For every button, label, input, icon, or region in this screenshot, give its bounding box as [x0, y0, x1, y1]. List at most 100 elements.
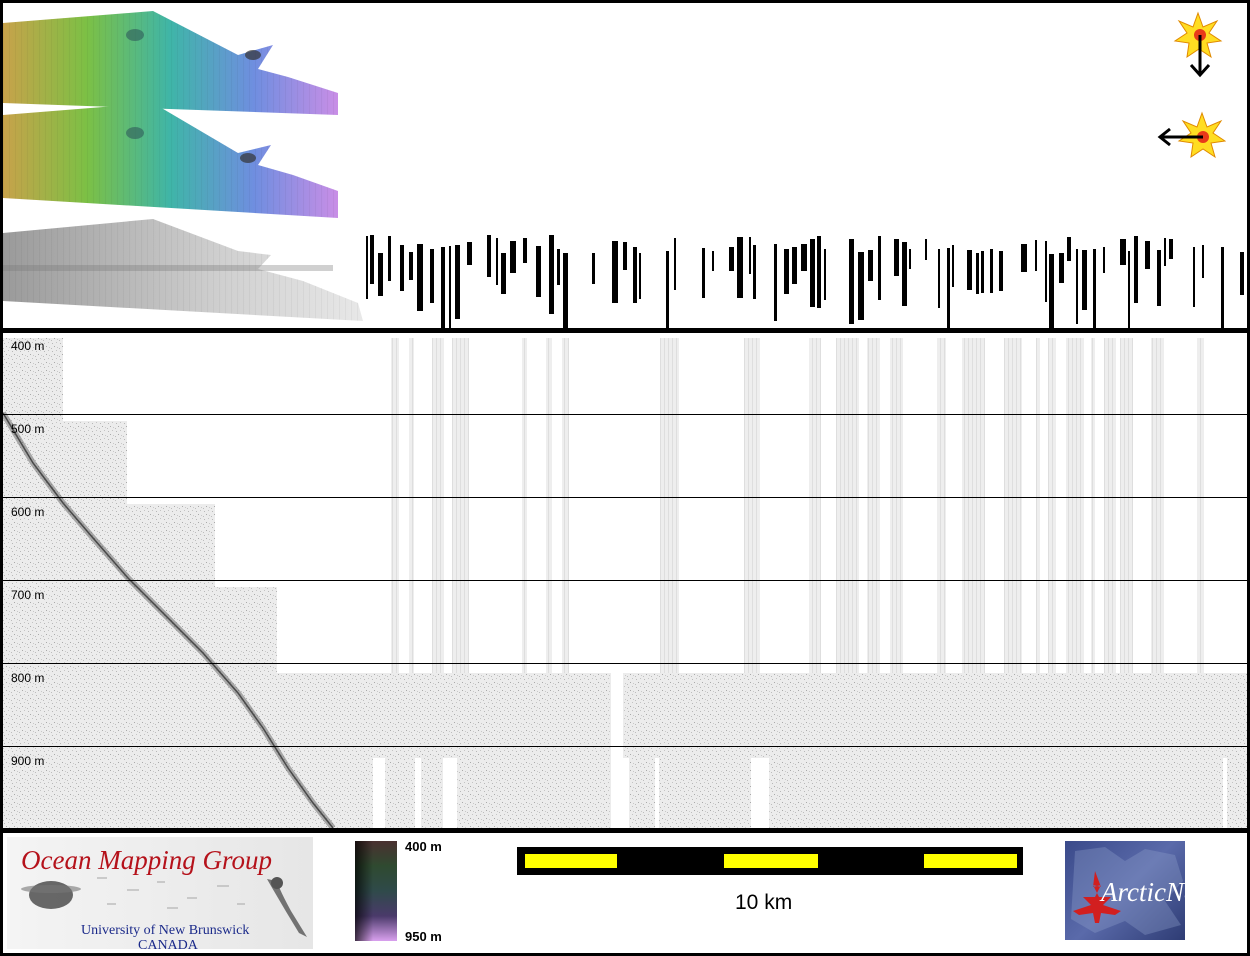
depth-profile-panel: 400 m 500 m 600 m 700 m 800 m 900 m: [3, 333, 1247, 828]
trace-mark: [1076, 249, 1078, 324]
trace-mark: [1240, 252, 1244, 295]
trace-mark: [378, 253, 383, 296]
trace-mark: [792, 247, 797, 284]
ping-column: [1104, 338, 1116, 673]
ping-column: [890, 338, 903, 673]
trace-mark: [849, 239, 854, 324]
trace-mark: [824, 249, 826, 300]
depth-label-800: 800 m: [11, 671, 45, 685]
trace-mark: [817, 236, 821, 308]
trace-mark: [784, 249, 789, 294]
ping-column: [744, 338, 760, 673]
sun-illumination-down-icon: [1173, 11, 1223, 81]
trace-mark: [737, 237, 743, 298]
depth-label-500: 500 m: [11, 422, 45, 436]
trace-mark: [1164, 238, 1166, 266]
depth-colorbar: [355, 841, 397, 941]
depth-gridline-600: [3, 497, 1247, 498]
trace-mark: [981, 251, 984, 293]
trace-mark: [702, 248, 705, 298]
trace-mark: [674, 238, 676, 290]
trace-mark: [467, 242, 472, 265]
depth-label-600: 600 m: [11, 505, 45, 519]
map-strips-panel: [3, 3, 1247, 328]
ping-column: [409, 338, 414, 673]
depth-label-700: 700 m: [11, 588, 45, 602]
scale-bar-segment-1: [525, 854, 617, 868]
trace-mark: [1049, 254, 1054, 328]
ping-column: [1036, 338, 1040, 673]
trace-mark: [925, 239, 927, 260]
profile-blocks: [3, 338, 1247, 828]
arcticnet-title: ArcticNet: [1101, 877, 1204, 907]
ping-column: [1004, 338, 1022, 673]
ping-column: [546, 338, 552, 673]
ping-column: [1120, 338, 1133, 673]
maple-leaf-icon: [1071, 847, 1183, 935]
subbottom-profile: [3, 338, 1247, 828]
scale-bar-segment-2: [724, 854, 818, 868]
trace-mark: [430, 249, 434, 303]
trace-mark: [510, 241, 516, 273]
ping-column: [1197, 338, 1204, 673]
bathymetry-strip-1: [3, 11, 338, 115]
trace-mark: [894, 239, 899, 276]
trace-mark: [774, 244, 777, 321]
trace-mark: [523, 238, 527, 263]
trace-mark: [909, 249, 911, 269]
data-gaps: [373, 673, 1227, 828]
bathymetry-strips: [3, 11, 1244, 328]
trace-mark: [557, 249, 560, 285]
ping-column: [432, 338, 444, 673]
trace-mark: [633, 247, 637, 303]
ping-column: [809, 338, 821, 673]
ping-column: [1151, 338, 1164, 673]
trace-mark: [400, 245, 404, 291]
trace-mark: [1093, 249, 1096, 328]
trace-mark: [417, 244, 423, 311]
depth-label-900: 900 m: [11, 754, 45, 768]
bathymetry-strip-2: [3, 103, 338, 218]
omg-logo-graphic: [21, 877, 307, 937]
trace-mark: [370, 235, 374, 284]
scale-bar-segment-3: [924, 854, 1017, 868]
ping-column: [962, 338, 985, 673]
trace-mark: [1157, 250, 1161, 306]
trace-mark: [563, 253, 568, 328]
trace-mark: [496, 238, 498, 285]
trace-mark: [938, 249, 940, 308]
ping-column: [937, 338, 946, 673]
trace-mark: [487, 235, 491, 277]
omg-title: Ocean Mapping Group: [21, 845, 272, 875]
trace-mark: [388, 236, 391, 281]
trace-mark: [976, 253, 979, 294]
depth-gridline-900: [3, 746, 1247, 747]
trace-mark: [1103, 247, 1105, 273]
backscatter-strip: [3, 219, 363, 321]
trace-mark: [1120, 239, 1126, 265]
ping-column: [522, 338, 527, 673]
omg-university: University of New Brunswick: [81, 923, 250, 938]
depth-label-400: 400 m: [11, 339, 45, 353]
trace-mark: [366, 236, 368, 299]
ping-columns: [391, 338, 1204, 673]
trace-mark: [639, 253, 641, 299]
trace-mark: [441, 247, 445, 328]
trace-mark: [967, 250, 972, 290]
depth-gridline-500: [3, 414, 1247, 415]
ping-column: [867, 338, 880, 673]
depth-gridline-800: [3, 663, 1247, 664]
trace-mark: [858, 252, 864, 320]
trace-mark: [1067, 237, 1071, 261]
omg-country: CANADA: [138, 938, 198, 953]
trace-mark: [902, 242, 907, 306]
trace-mark: [947, 248, 950, 328]
ping-column: [1066, 338, 1084, 673]
ping-column: [391, 338, 399, 673]
colorbar-max-label: 400 m: [405, 839, 442, 854]
depth-gridline-700: [3, 580, 1247, 581]
trace-mark: [536, 246, 541, 297]
ping-column: [1091, 338, 1095, 673]
trace-mark: [1059, 253, 1064, 283]
trace-mark: [455, 245, 460, 319]
